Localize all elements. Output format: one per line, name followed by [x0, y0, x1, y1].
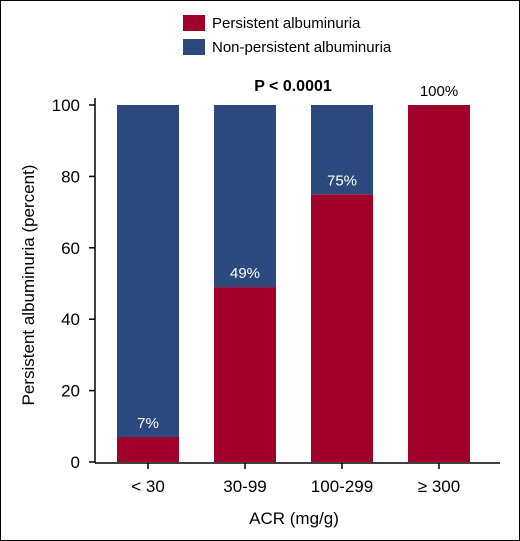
y-axis-ticks: 0 20 40 60 80 100 [52, 96, 95, 472]
x-tick-label-2: 100-299 [311, 477, 373, 496]
y-tick-label-3: 60 [61, 239, 80, 258]
data-label-0: 7% [137, 415, 159, 432]
y-tick-label-4: 80 [61, 167, 80, 186]
y-axis-title: Persistent albuminuria (percent) [19, 165, 38, 406]
x-axis-title: ACR (mg/g) [249, 509, 339, 528]
legend-swatch-persistent [183, 15, 205, 31]
bar-segment-persistent-0 [117, 437, 179, 462]
y-tick-label-2: 40 [61, 310, 80, 329]
data-label-3: 100% [420, 83, 458, 100]
legend-label-non-persistent: Non-persistent albuminuria [212, 39, 392, 56]
bar-segment-persistent-1 [214, 287, 276, 462]
data-label-2: 75% [327, 172, 357, 189]
bar-segment-persistent-3 [408, 105, 470, 462]
bar-segment-non-persistent-0 [117, 105, 179, 438]
p-value-annotation: P < 0.0001 [254, 78, 332, 95]
bar-segment-non-persistent-2 [311, 105, 373, 195]
legend-label-persistent: Persistent albuminuria [212, 15, 361, 32]
legend: Persistent albuminuria Non-persistent al… [183, 15, 392, 56]
bar-segment-persistent-2 [311, 194, 373, 462]
x-tick-label-1: 30-99 [223, 477, 266, 496]
x-tick-label-3: ≥ 300 [418, 477, 460, 496]
x-tick-label-0: < 30 [131, 477, 165, 496]
y-tick-label-1: 20 [61, 382, 80, 401]
bar-segment-non-persistent-1 [214, 105, 276, 288]
legend-swatch-non-persistent [183, 39, 205, 55]
y-tick-label-0: 0 [71, 453, 80, 472]
data-labels-group: 7% 49% 75% 100% [137, 83, 458, 432]
y-tick-label-5: 100 [52, 96, 80, 115]
data-label-1: 49% [230, 265, 260, 282]
bars-group [117, 105, 470, 462]
x-axis-ticks: < 30 30-99 100-299 ≥ 300 [131, 463, 460, 496]
